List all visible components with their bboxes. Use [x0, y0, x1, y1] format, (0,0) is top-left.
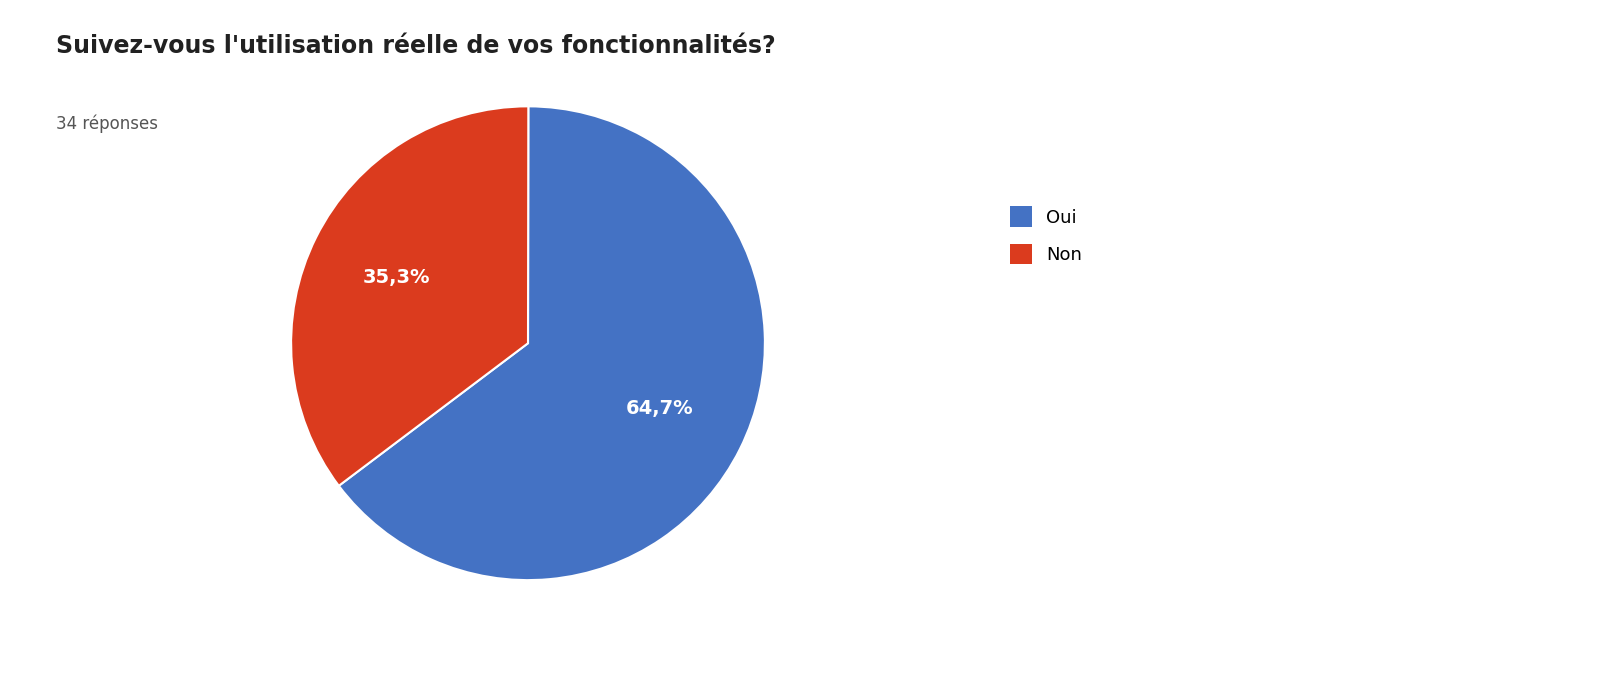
Text: 64,7%: 64,7% — [626, 399, 693, 419]
Wedge shape — [291, 106, 528, 486]
Text: 34 réponses: 34 réponses — [56, 114, 158, 133]
Wedge shape — [339, 106, 765, 580]
Text: Suivez-vous l'utilisation réelle de vos fonctionnalités?: Suivez-vous l'utilisation réelle de vos … — [56, 34, 776, 58]
Text: 35,3%: 35,3% — [363, 268, 430, 287]
Legend: Oui, Non: Oui, Non — [1002, 197, 1091, 273]
